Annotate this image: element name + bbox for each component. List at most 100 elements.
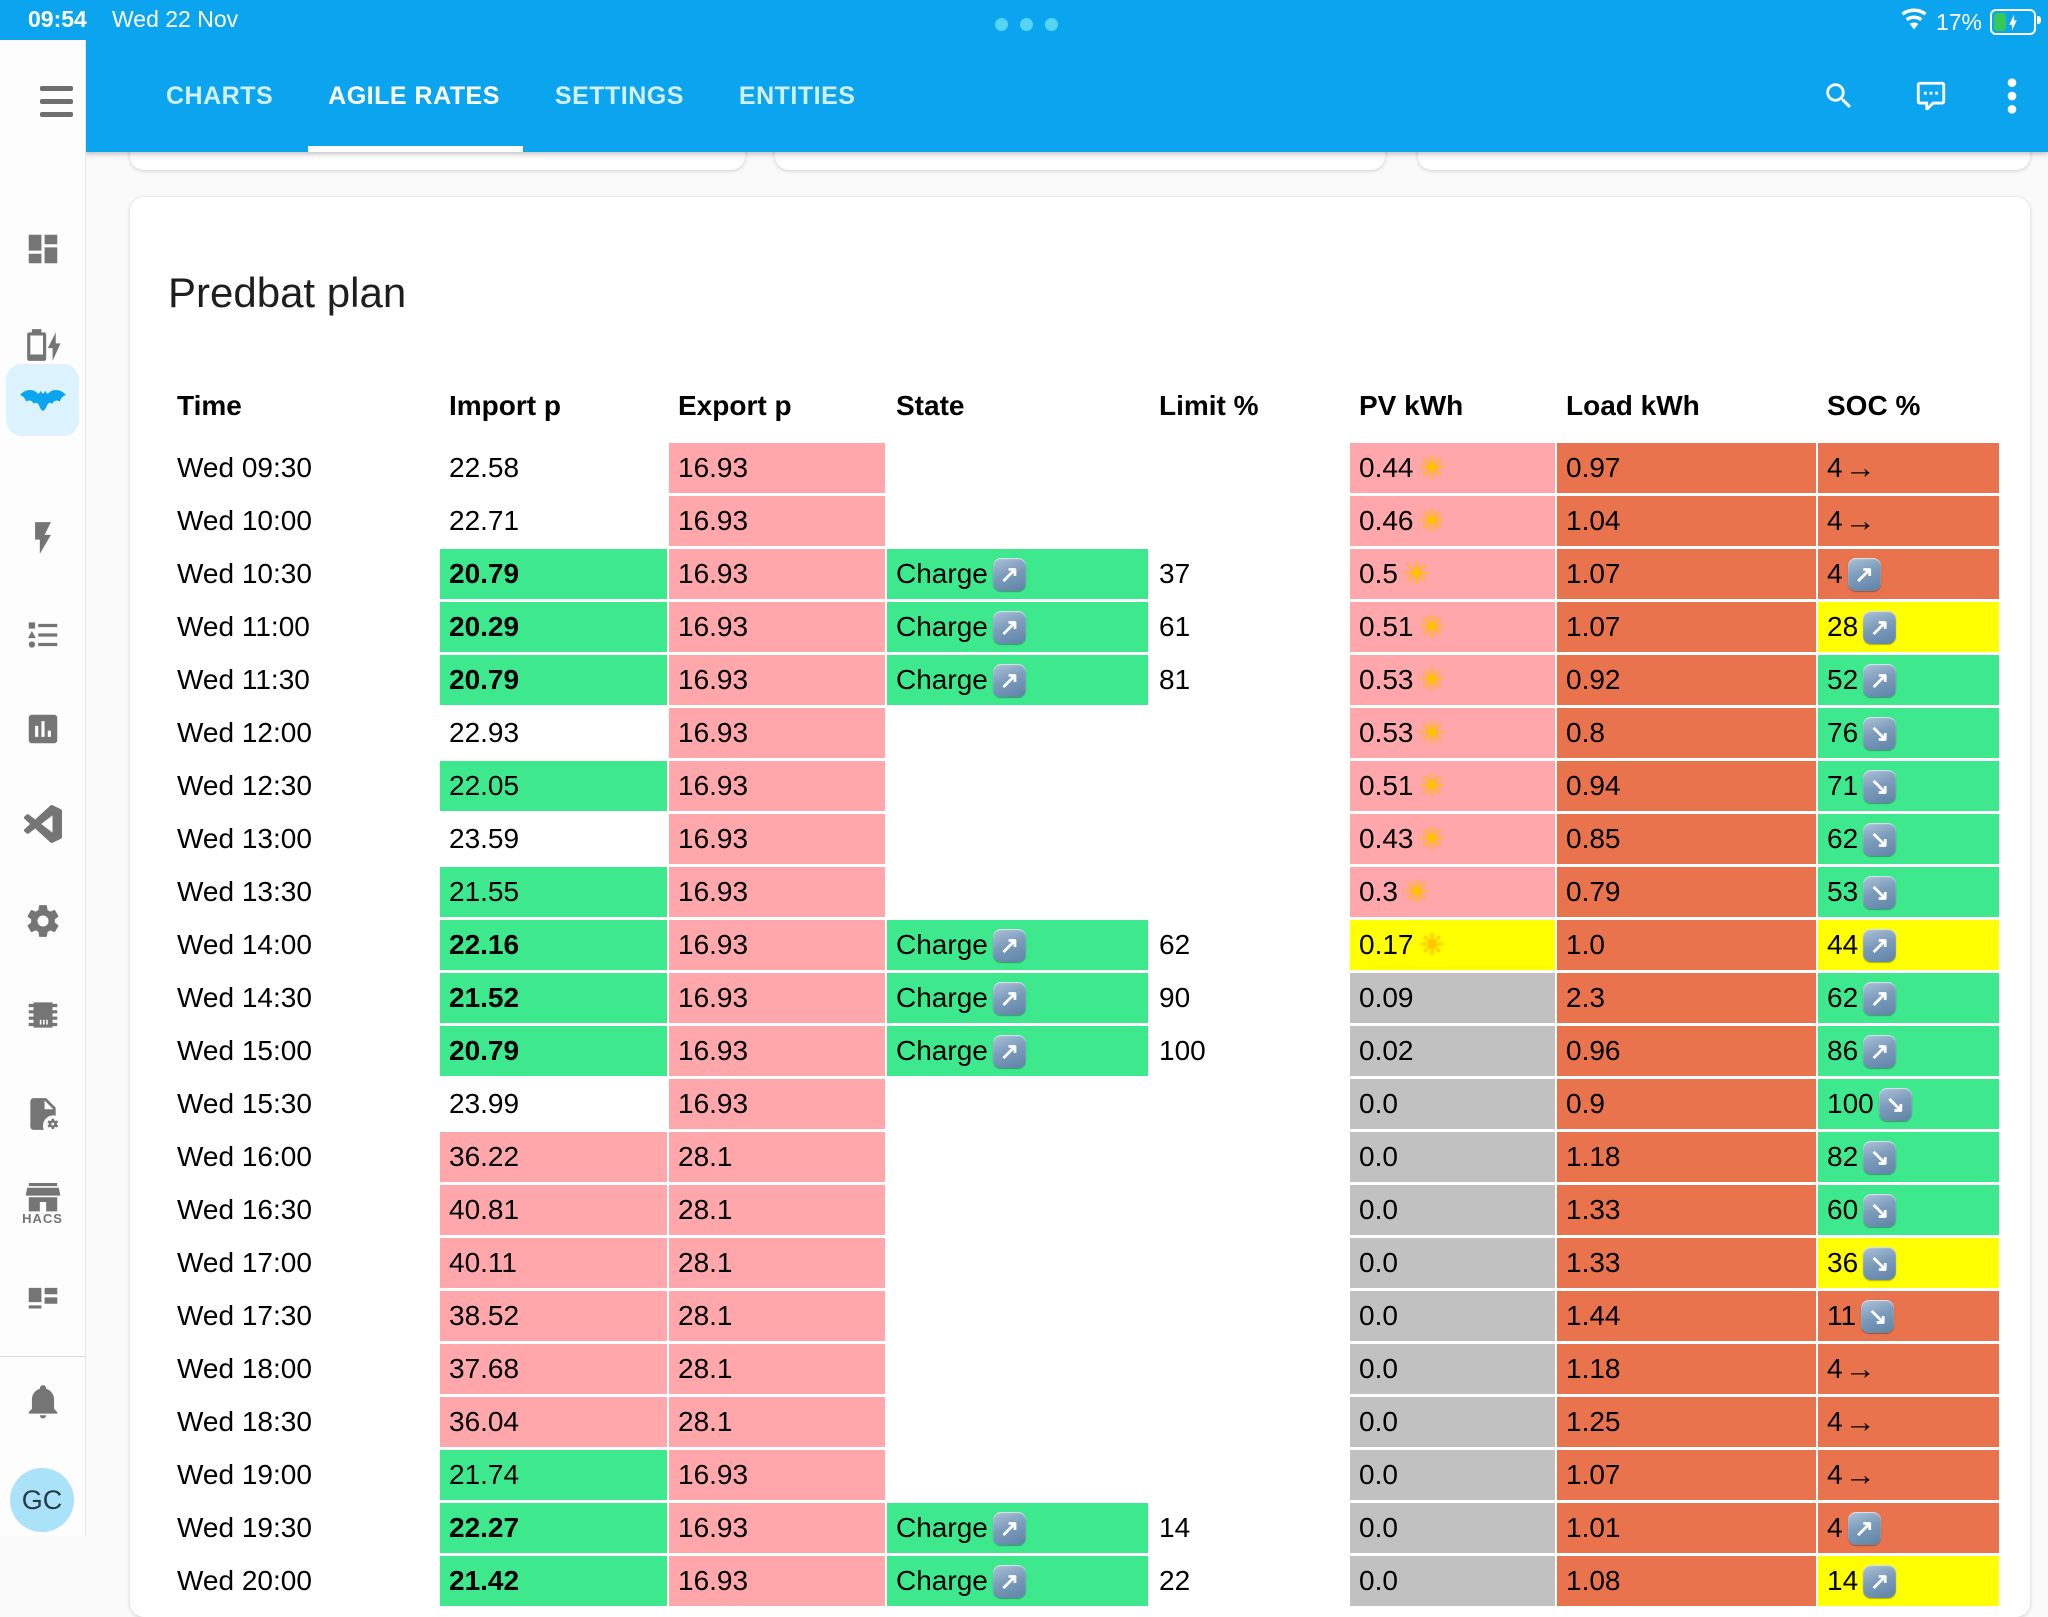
table-row: Wed 15:00 20.79 16.93 Charge ↗ 100 0.02 0…	[168, 1026, 2030, 1076]
menu-icon[interactable]	[40, 86, 73, 125]
cell-export: 28.1	[669, 1397, 885, 1447]
cell-import: 20.29	[440, 602, 667, 652]
cell-import: 22.93	[449, 717, 520, 748]
cell-time: Wed 20:00	[177, 1565, 312, 1596]
status-time: 09:54	[28, 6, 87, 32]
table-row: Wed 12:00 22.93 16.93 0.53 ☀ 0.8 76 ↘	[168, 708, 2030, 758]
col-header-load: Load kWh	[1566, 390, 1700, 421]
cell-load: 0.92	[1557, 655, 1816, 705]
cell-pv: 0.46 ☀	[1350, 496, 1555, 546]
sidebar-item-file-editor[interactable]	[0, 1078, 85, 1150]
cell-export: 16.93	[669, 1556, 885, 1606]
cell-soc: 4 →	[1818, 1450, 1999, 1500]
sidebar: HACS GC	[0, 40, 86, 1536]
cell-soc: 86 ↗	[1818, 1026, 1999, 1076]
tab-charts[interactable]: CHARTS	[166, 81, 274, 110]
cell-pv: 0.51 ☀	[1350, 602, 1555, 652]
sidebar-item-vscode[interactable]	[0, 788, 85, 860]
cell-load: 1.04	[1557, 496, 1816, 546]
cell-state: Charge ↗	[887, 973, 1148, 1023]
cell-state	[887, 814, 1148, 864]
cell-time: Wed 12:30	[177, 770, 312, 801]
cell-load: 1.33	[1557, 1185, 1816, 1235]
cell-import: 21.74	[440, 1450, 667, 1500]
cell-load: 1.18	[1557, 1344, 1816, 1394]
sun-icon: ☀	[1418, 610, 1446, 644]
sun-icon: ☀	[1418, 716, 1446, 750]
arrow-up-right-icon: ↗	[992, 663, 1026, 697]
cell-soc: 53 ↘	[1818, 867, 1999, 917]
overflow-menu-icon[interactable]	[2006, 76, 2018, 116]
cell-state: Charge ↗	[887, 1503, 1148, 1553]
cell-export: 16.93	[669, 973, 885, 1023]
table-row: Wed 10:00 22.71 16.93 0.46 ☀ 1.04 4 →	[168, 496, 2030, 546]
cell-soc: 28 ↗	[1818, 602, 1999, 652]
cell-export: 28.1	[669, 1344, 885, 1394]
cell-limit: 22	[1159, 1565, 1191, 1596]
assist-chat-icon[interactable]	[1914, 79, 1948, 113]
cell-time: Wed 18:00	[177, 1353, 312, 1384]
sidebar-item-energy[interactable]	[0, 502, 85, 574]
cell-load: 1.18	[1557, 1132, 1816, 1182]
sidebar-item-settings[interactable]	[0, 885, 85, 957]
sidebar-item-history[interactable]	[0, 693, 85, 765]
tab-entities[interactable]: ENTITIES	[738, 81, 856, 110]
cell-pv: 0.17 ☀	[1350, 920, 1555, 970]
sidebar-item-logbook[interactable]	[0, 599, 85, 671]
file-cog-icon	[24, 1095, 62, 1133]
cell-state	[887, 867, 1148, 917]
cell-pv: 0.0	[1350, 1238, 1555, 1288]
gear-icon	[24, 902, 62, 940]
cell-time: Wed 14:30	[177, 982, 312, 1013]
sidebar-item-predbat[interactable]	[0, 364, 85, 436]
sidebar-item-notifications[interactable]	[0, 1365, 85, 1437]
cell-import: 36.22	[440, 1132, 667, 1182]
battery-charging-icon	[1990, 9, 2041, 35]
cell-export: 16.93	[669, 496, 885, 546]
cell-pv: 0.5 ☀	[1350, 549, 1555, 599]
sidebar-item-overview[interactable]	[0, 213, 85, 285]
sidebar-item-dashboard-alt[interactable]	[0, 1263, 85, 1335]
cell-soc: 4 →	[1818, 1397, 1999, 1447]
arrow-up-right-icon: ↗	[1863, 610, 1897, 644]
tab-settings[interactable]: SETTINGS	[554, 81, 684, 110]
col-header-import: Import p	[449, 390, 561, 421]
cell-pv: 0.43 ☀	[1350, 814, 1555, 864]
sidebar-item-battery[interactable]	[0, 309, 85, 381]
search-icon[interactable]	[1822, 79, 1856, 113]
cell-import: 37.68	[440, 1344, 667, 1394]
cell-load: 1.01	[1557, 1503, 1816, 1553]
sidebar-item-esphome[interactable]	[0, 979, 85, 1051]
cell-pv: 0.0	[1350, 1450, 1555, 1500]
cell-load: 0.9	[1557, 1079, 1816, 1129]
cell-soc: 52 ↗	[1818, 655, 1999, 705]
cell-load: 0.97	[1557, 443, 1816, 493]
table-row: Wed 10:30 20.79 16.93 Charge ↗ 37 0.5 ☀ 1.…	[168, 549, 2030, 599]
tab-agile-rates[interactable]: AGILE RATES	[328, 81, 500, 110]
arrow-up-right-icon: ↗	[992, 1511, 1026, 1545]
col-header-export: Export p	[678, 390, 792, 421]
cell-time: Wed 14:00	[177, 929, 312, 960]
cell-state	[887, 1132, 1148, 1182]
cell-load: 0.94	[1557, 761, 1816, 811]
cell-limit	[1150, 443, 1348, 493]
chart-box-icon	[24, 710, 62, 748]
table-row: Wed 19:30 22.27 16.93 Charge ↗ 14 0.0 1.0…	[168, 1503, 2030, 1553]
user-avatar[interactable]: GC	[10, 1468, 74, 1532]
predbat-plan-card: Predbat plan Time Import p Export p Stat…	[130, 197, 2030, 1617]
cell-soc: 4 →	[1818, 1344, 1999, 1394]
sidebar-item-hacs[interactable]: HACS	[0, 1168, 85, 1240]
table-row: Wed 15:30 23.99 16.93 0.0 0.9 100 ↘	[168, 1079, 2030, 1129]
table-body: Wed 09:30 22.58 16.93 0.44 ☀ 0.97 4 → Wed …	[168, 443, 2030, 1606]
table-row: Wed 11:00 20.29 16.93 Charge ↗ 61 0.51 ☀ 1…	[168, 602, 2030, 652]
sun-icon: ☀	[1418, 663, 1446, 697]
cell-time: Wed 17:30	[177, 1300, 312, 1331]
arrow-up-right-icon: ↗	[1863, 663, 1897, 697]
cell-export: 16.93	[669, 814, 885, 864]
cell-load: 1.07	[1557, 602, 1816, 652]
cell-import: 20.79	[440, 549, 667, 599]
multitask-dots	[995, 18, 1058, 31]
status-date: Wed 22 Nov	[112, 6, 239, 32]
cell-load: 1.07	[1557, 1450, 1816, 1500]
cell-time: Wed 19:00	[177, 1459, 312, 1490]
